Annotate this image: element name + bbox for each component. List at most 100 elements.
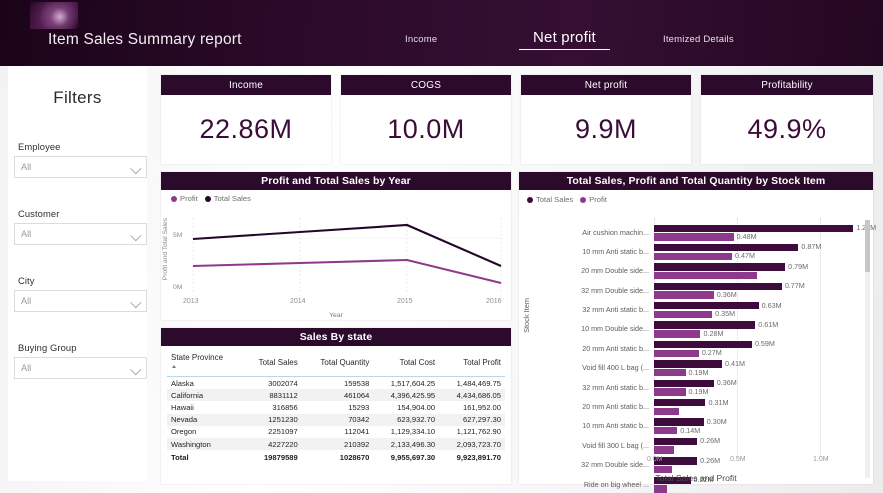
bar-total-sales[interactable] [654,302,759,310]
bar-total-sales[interactable] [654,418,704,426]
bar-chart-row[interactable]: 10 mm Anti static b... 0.87M 0.47M [519,242,873,261]
tab-income[interactable]: Income [405,34,438,45]
bar-profit[interactable] [654,427,678,435]
bar-chart-row[interactable]: Void fill 400 L bag (... 0.41M 0.19M [519,359,873,378]
line-chart-x-axis-title: Year [329,312,343,319]
kpi-card-cogs[interactable]: COGS 10.0M [341,75,511,164]
table-row[interactable]: Washington 4227220 210392 2,133,496.30 2… [167,437,505,451]
bar-total-sales[interactable] [654,340,752,349]
bar-chart-x-tick-1: 0.5M [730,456,746,463]
tab-itemized-details[interactable]: Itemized Details [663,34,734,45]
line-chart-panel[interactable]: Profit and Total Sales by Year Profit To… [161,172,511,320]
legend-item-total-sales[interactable]: Total Sales [204,194,251,203]
cell-state: Washington [171,439,211,449]
bar-profit[interactable] [654,271,757,280]
bar-profit-value-label: 0.14M [680,425,701,435]
kpi-card-income-value: 22.86M [199,114,293,144]
cell-total-profit: 1,484,469.75 [456,378,501,388]
bar-total-sales[interactable] [654,399,706,407]
bar-chart-panel[interactable]: Total Sales, Profit and Total Quantity b… [519,172,876,493]
bar-chart-scrollbar[interactable] [865,220,870,478]
bar-total-sales[interactable] [654,282,782,291]
bar-profit[interactable] [654,330,701,338]
bar-profit[interactable] [654,291,714,299]
tab-net-profit[interactable]: Net profit [519,29,610,50]
bar-chart-row[interactable]: 10 mm Double side... 0.61M 0.28M [519,320,873,339]
slicer-city-dropdown[interactable]: All [14,290,147,312]
table-row[interactable]: Oregon 2251097 112041 1,129,334.10 1,121… [167,426,505,438]
bar-profit-value-label: 0.28M [703,328,724,338]
bar-total-sales[interactable] [654,476,691,484]
bar-profit[interactable] [654,349,699,357]
kpi-card-net-profit-value: 9.9M [574,114,638,144]
bar-category-label: 10 mm Anti static b... [582,421,649,431]
legend-item-profit[interactable]: Profit [171,194,198,203]
column-header-total-cost[interactable]: Total Cost [373,349,440,377]
bar-chart-row[interactable]: 32 mm Anti static b... 0.63M 0.35M [519,301,873,320]
cell-total-cost: 2,133,496.30 [390,439,436,449]
slicer-buying-group-dropdown[interactable]: All [14,357,147,379]
bar-total-sales[interactable] [654,263,786,271]
bar-chart-scroll-thumb[interactable] [865,220,870,272]
bar-total-sales[interactable] [654,437,698,446]
bar-profit[interactable] [654,446,674,454]
column-header-total-sales[interactable]: Total Sales [242,349,302,377]
column-header-state-province[interactable]: State Province [167,349,243,377]
kpi-card-net-profit-title: Net profit [521,75,691,95]
bar-chart-row[interactable]: Air cushion machin... 1.20M0.48M [519,223,876,242]
legend-swatch-profit [171,195,177,202]
bar-total-sales[interactable] [654,243,799,252]
sort-ascending-icon [172,365,176,368]
bar-total-sales-value-label: 0.63M [761,300,782,310]
bar-chart-row[interactable]: 10 mm Anti static b... 0.30M 0.14M [519,417,873,436]
bar-profit[interactable] [654,233,734,241]
slicer-employee: Employee All [14,141,147,178]
bar-total-sales[interactable] [654,321,756,329]
legend-item-profit[interactable]: Profit [580,195,607,204]
table-row[interactable]: Alaska 3002074 159538 1,517,604.25 1,484… [167,377,505,390]
bar-profit[interactable] [654,465,673,474]
kpi-card-net-profit[interactable]: Net profit 9.9M [521,75,691,164]
bar-chart-row[interactable]: 32 mm Anti static b... 0.36M 0.19M [519,378,873,397]
bar-total-sales-value-label: 0.36M [716,378,737,388]
bar-profit[interactable] [654,485,668,493]
bar-total-sales[interactable] [654,360,723,368]
bar-total-sales[interactable] [654,457,698,465]
table-row[interactable]: Hawaii 316856 15293 154,904.00 161,952.0… [167,401,505,413]
bar-profit-value-label: 0.48M [736,231,757,241]
table-row[interactable]: California 8831112 461064 4,396,425.95 4… [167,389,505,402]
column-header-total-quantity[interactable]: Total Quantity [301,349,374,377]
bar-chart-row[interactable]: 20 mm Double side... 0.79M [519,262,873,281]
bar-total-sales[interactable] [654,379,714,388]
bar-category-label: 32 mm Double side... [581,285,649,295]
cell-total-cost: 154,904.00 [397,402,436,412]
column-header-total-profit[interactable]: Total Profit [439,349,505,377]
bar-total-sales[interactable] [654,224,854,232]
bar-category-label: 32 mm Anti static b... [582,382,649,392]
cell-state: Nevada [171,415,198,425]
bar-chart-row[interactable]: 32 mm Double side... 0.77M 0.36M [519,281,873,300]
bar-chart-title: Total Sales, Profit and Total Quantity b… [519,172,873,190]
bar-chart-row[interactable]: 20 mm Anti static b... 0.59M 0.27M [519,339,873,358]
kpi-card-profitability[interactable]: Profitability 49.9% [701,75,873,164]
sales-by-state-panel[interactable]: Sales By state State Province Total Sale… [161,328,511,484]
legend-item-total-sales[interactable]: Total Sales [527,195,573,204]
bar-profit[interactable] [654,368,686,377]
line-chart-y-tick-0m: 0M [173,284,183,291]
slicer-customer-value: All [21,229,32,239]
table-row[interactable]: Nevada 1251230 70342 623,932.70 627,297.… [167,413,505,426]
bar-profit[interactable] [654,310,713,319]
bar-profit[interactable] [654,388,686,396]
bar-chart-row[interactable]: 32 mm Double side... 0.26M [519,456,873,475]
slicer-employee-dropdown[interactable]: All [14,156,147,178]
cell-total-cost: 623,932.70 [397,415,436,425]
bar-chart-row[interactable]: Void fill 300 L bag (... 0.26M [519,436,873,455]
bar-chart-row[interactable]: Ride on big wheel ... 0.22M [519,475,873,493]
slicer-customer-dropdown[interactable]: All [14,223,147,245]
bar-chart-row[interactable]: 20 mm Anti static b... 0.31M [519,398,873,417]
bar-profit[interactable] [654,407,679,416]
table-body: Alaska 3002074 159538 1,517,604.25 1,484… [167,377,505,464]
bar-total-sales-value-label: 0.30M [706,416,727,426]
kpi-card-income[interactable]: Income 22.86M [161,75,331,164]
bar-profit[interactable] [654,252,733,260]
